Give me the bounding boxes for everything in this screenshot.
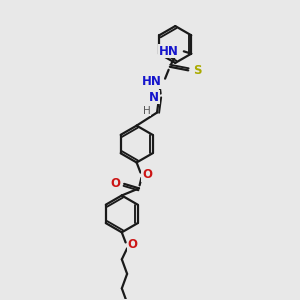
Text: Cl: Cl: [164, 47, 176, 60]
Text: HN: HN: [142, 75, 161, 88]
Text: HN: HN: [159, 45, 179, 58]
Text: H: H: [143, 106, 151, 116]
Text: S: S: [193, 64, 201, 77]
Text: O: O: [127, 238, 137, 251]
Text: N: N: [149, 91, 159, 103]
Text: O: O: [142, 169, 152, 182]
Text: O: O: [111, 177, 121, 190]
